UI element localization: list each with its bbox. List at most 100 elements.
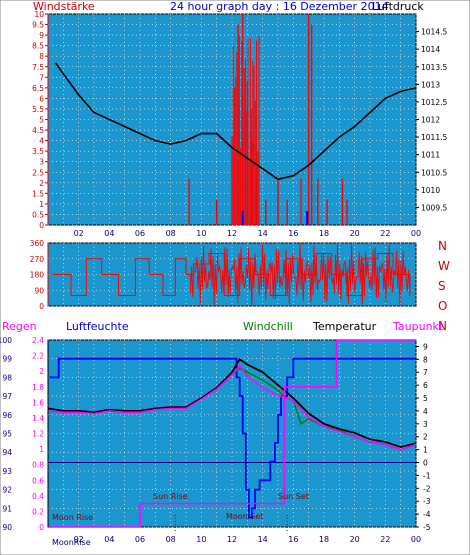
wind-tick-label: 1.5	[32, 189, 44, 198]
hour-tick-label-p1: 06	[135, 229, 145, 238]
hour-tick-label-p1: 08	[166, 229, 176, 238]
rain-tick-label: 0	[39, 523, 44, 532]
rain-tick-label: 1.2	[32, 430, 44, 439]
wind-tick-label: 8.5	[32, 42, 44, 51]
pressure-tick-label: 1012.5	[421, 98, 447, 107]
wind-dir-tick-label: 180	[30, 271, 45, 280]
temperature-tick-label: -5	[423, 523, 431, 532]
wind-tick-label: 1	[39, 200, 44, 209]
humidity-tick-label: 95	[2, 430, 12, 439]
series-taupunkt	[47, 364, 417, 451]
pressure-tick-label: 1014.5	[421, 28, 447, 37]
rain-tick-label: 1.8	[32, 383, 44, 392]
wind-direction-noise	[190, 243, 411, 306]
temperature-tick-label: -4	[423, 510, 431, 519]
series-temperatur	[47, 358, 417, 448]
hour-tick-label-p1: 14	[258, 229, 268, 238]
humidity-axis-title: Luftfeuchte	[66, 320, 129, 333]
wind-dir-label-s: S	[438, 279, 446, 293]
temperature-tick-label: 0	[423, 459, 428, 468]
wind-dir-tick-label: 0	[39, 302, 44, 311]
temperature-tick-label: 1	[423, 446, 428, 455]
pressure-tick-label: 1013.5	[421, 63, 447, 72]
pressure-tick-label: 1013	[421, 80, 440, 89]
series-regen	[48, 339, 416, 528]
temperature-tick-label: 8	[423, 355, 428, 364]
hour-tick-label-p1: 16	[288, 229, 298, 238]
moon-rise-axis-label: MoonRise	[52, 538, 91, 547]
dewpoint-legend: Taupunkt	[392, 320, 444, 333]
hour-tick-label-p1: 00	[411, 229, 421, 238]
humidity-tick-label: 93	[2, 467, 12, 476]
rain-tick-label: 2	[39, 367, 44, 376]
pressure-tick-label: 1014	[421, 45, 440, 54]
sun-set-label: Sun Set	[278, 492, 309, 501]
wind-tick-label: 0.5	[32, 210, 44, 219]
wind-dir-tick-label: 360	[30, 239, 45, 248]
wind-tick-label: 2	[39, 179, 44, 188]
hour-tick-label-p3: 10	[196, 535, 206, 544]
wind-direction-line	[52, 253, 411, 296]
humidity-tick-label: 97	[2, 392, 12, 401]
chart-title: 24 hour graph day : 16 Dezember 2014	[170, 0, 389, 13]
wind-axis-title: Windstärke	[33, 0, 95, 13]
pressure-tick-label: 1010.5	[421, 168, 447, 177]
wind-dir-label-n-bottom: N	[438, 319, 447, 333]
temperature-tick-label: 5	[423, 394, 428, 403]
wind-tick-label: 3	[39, 158, 44, 167]
rain-tick-label: 1.4	[32, 414, 44, 423]
pressure-line	[55, 62, 417, 181]
wind-tick-label: 9	[39, 31, 44, 40]
humidity-tick-label: 91	[2, 504, 12, 513]
wind-tick-label: 0	[39, 221, 44, 230]
rain-axis-title: Regen	[2, 320, 37, 333]
humidity-tick-label: 100	[0, 336, 12, 345]
hour-tick-label-p1: 02	[74, 229, 84, 238]
hour-tick-label-p3: 14	[258, 535, 268, 544]
temperature-tick-label: 9	[423, 342, 428, 351]
humidity-tick-label: 98	[2, 373, 12, 382]
wind-tick-label: 2.5	[32, 168, 44, 177]
wind-tick-label: 10	[34, 10, 44, 19]
rain-tick-label: 0.4	[32, 492, 44, 501]
wind-dir-label-n-top: N	[438, 239, 447, 253]
wind-tick-label: 9.5	[32, 21, 44, 30]
pressure-tick-label: 1011.5	[421, 133, 447, 142]
humidity-tick-label: 99	[2, 355, 12, 364]
humidity-tick-label: 96	[2, 411, 12, 420]
pressure-tick-label: 1012	[421, 116, 440, 125]
wind-dir-tick-label: 270	[30, 255, 45, 264]
rain-tick-label: 0.6	[32, 476, 44, 485]
wind-tick-label: 6.5	[32, 84, 44, 93]
hour-tick-label-p3: 02	[74, 535, 84, 544]
hour-tick-label-p1: 10	[196, 229, 206, 238]
wind-tick-label: 6	[39, 94, 44, 103]
wind-tick-label: 7	[39, 73, 44, 82]
hour-tick-label-p1: 20	[350, 229, 360, 238]
hour-tick-label-p1: 12	[227, 229, 237, 238]
rain-tick-label: 1	[39, 445, 44, 454]
pressure-tick-label: 1011	[421, 151, 440, 160]
wind-tick-label: 4	[39, 137, 44, 146]
pressure-axis-title: Luftdruck	[372, 0, 424, 13]
hour-tick-label-p3: 16	[288, 535, 298, 544]
temperature-tick-label: 4	[423, 407, 428, 416]
hour-tick-label-p3: 08	[166, 535, 176, 544]
wind-tick-label: 4.5	[32, 126, 44, 135]
hour-tick-label-p3: 12	[227, 535, 237, 544]
hour-tick-label-p3: 06	[135, 535, 145, 544]
sun-rise-label: Sun Rise	[153, 492, 188, 501]
hour-tick-label-p1: 22	[380, 229, 390, 238]
wind-tick-label: 5.5	[32, 105, 44, 114]
moon-rise-label: Moon Rise	[52, 513, 93, 522]
windchill-legend: Windchill	[243, 320, 293, 333]
hour-tick-label-p3: 22	[380, 535, 390, 544]
hour-tick-label-p3: 20	[350, 535, 360, 544]
rain-tick-label: 0.2	[32, 507, 44, 516]
wind-tick-label: 7.5	[32, 63, 44, 72]
pressure-tick-label: 1010	[421, 186, 440, 195]
temperature-tick-label: -2	[423, 484, 431, 493]
wind-tick-label: 8	[39, 52, 44, 61]
